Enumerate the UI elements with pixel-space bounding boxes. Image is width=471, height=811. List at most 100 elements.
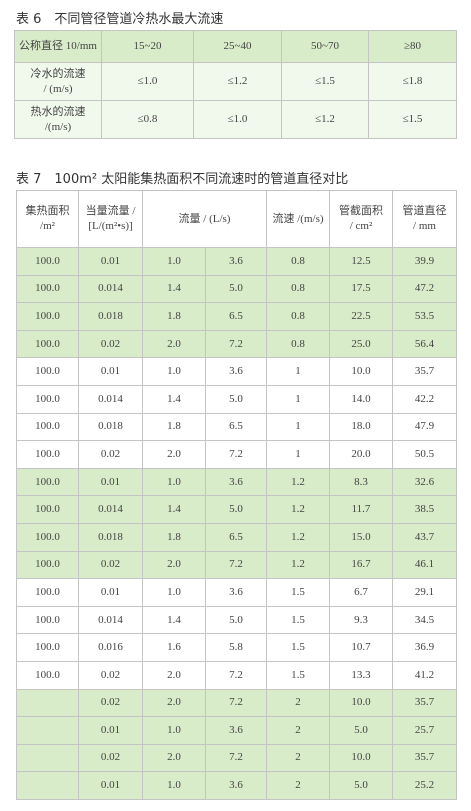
cell: 46.1 bbox=[392, 550, 458, 580]
cell: 5.8 bbox=[204, 633, 268, 662]
cell: 2 bbox=[266, 771, 331, 800]
cell: 3.6 bbox=[204, 578, 268, 607]
cell: 100.0 bbox=[16, 605, 79, 635]
cell-text: ≤0.8 bbox=[137, 113, 158, 125]
cell: 53.5 bbox=[392, 302, 458, 331]
cell-text: 集热面积 bbox=[25, 205, 70, 217]
cell: 1.0 bbox=[142, 716, 206, 745]
cell: 管道直径 / mm bbox=[392, 190, 458, 248]
cell: 当量流量 / [L/(m²•s)] bbox=[78, 190, 143, 248]
cell: ≤1.2 bbox=[281, 100, 369, 139]
cell: 2 bbox=[266, 743, 331, 773]
cell-text: ≤1.2 bbox=[227, 75, 248, 87]
cell: 0.01 bbox=[78, 771, 143, 800]
cell: 2.0 bbox=[142, 660, 206, 690]
cell: 47.9 bbox=[392, 412, 458, 442]
cell-text: [L/(m²•s)] bbox=[88, 220, 133, 232]
cell: 3.6 bbox=[204, 467, 268, 497]
cell: 15~20 bbox=[101, 30, 194, 63]
cell bbox=[16, 688, 79, 718]
cell: 100.0 bbox=[16, 274, 79, 304]
cell: 6.5 bbox=[204, 412, 268, 442]
cell: 5.0 bbox=[204, 274, 268, 304]
cell: 32.6 bbox=[392, 467, 458, 497]
cell: 5.0 bbox=[329, 771, 394, 800]
cell-text: 冷水的流速 bbox=[30, 67, 86, 80]
cell: 100.0 bbox=[16, 495, 79, 524]
cell: 100.0 bbox=[16, 247, 79, 276]
cell: 0.014 bbox=[78, 274, 143, 304]
cell: 0.018 bbox=[78, 302, 143, 331]
cell: 10.0 bbox=[329, 743, 394, 773]
cell: 5.0 bbox=[329, 716, 394, 745]
row: 100.0 0.014 1.4 5.0 1.2 11.7 38.5 bbox=[16, 495, 458, 524]
cell: 公称直径 10/mm bbox=[14, 30, 102, 63]
cell: ≤1.8 bbox=[368, 62, 457, 101]
header-row: 集热面积/m² 当量流量 / [L/(m²•s)] 流量 / (L/s) 流速 /(m/… bbox=[16, 190, 458, 248]
cell: 1.2 bbox=[266, 495, 331, 524]
cell: 7.2 bbox=[204, 743, 268, 773]
cell-text: /m² bbox=[40, 220, 55, 232]
cell: 1.0 bbox=[142, 578, 206, 607]
cell: 100.0 bbox=[16, 329, 79, 359]
cell: 10.7 bbox=[329, 633, 394, 662]
cell: 100.0 bbox=[16, 522, 79, 552]
cell-text: / mm bbox=[413, 220, 436, 232]
cell: 17.5 bbox=[329, 274, 394, 304]
cell: 0.02 bbox=[78, 688, 143, 718]
row: 0.01 1.0 3.6 2 5.0 25.2 bbox=[16, 771, 458, 800]
cell: 1.0 bbox=[142, 467, 206, 497]
cell: 100.0 bbox=[16, 633, 79, 662]
cell: 43.7 bbox=[392, 522, 458, 552]
cell: 流量 / (L/s) bbox=[141, 190, 268, 248]
row: 100.0 0.016 1.6 5.8 1.5 10.7 36.9 bbox=[16, 633, 458, 662]
cell: 38.5 bbox=[392, 495, 458, 524]
row: 100.0 0.018 1.8 6.5 1 18.0 47.9 bbox=[16, 412, 458, 442]
cell: ≤1.5 bbox=[281, 62, 369, 101]
cell: 1.8 bbox=[142, 412, 206, 442]
cell: 0.8 bbox=[266, 302, 331, 331]
table: 公称直径 10/mm 15~20 25~40 50~70 ≥80 冷水的流速 / (m/s)… bbox=[14, 30, 457, 139]
cell: 13.3 bbox=[329, 660, 394, 690]
cell: 0.8 bbox=[266, 274, 331, 304]
cell: 3.6 bbox=[204, 771, 268, 800]
cell: 3.6 bbox=[204, 247, 268, 276]
cell: 1.0 bbox=[142, 357, 206, 386]
row: 100.0 0.018 1.8 6.5 0.8 22.5 53.5 bbox=[16, 302, 458, 331]
cell: 35.7 bbox=[392, 688, 458, 718]
cell: 100.0 bbox=[16, 660, 79, 690]
cell: 41.2 bbox=[392, 660, 458, 690]
cell: 50.5 bbox=[392, 440, 458, 469]
row: 100.0 0.014 1.4 5.0 1 14.0 42.2 bbox=[16, 384, 458, 414]
row: 100.0 0.02 2.0 7.2 0.8 25.0 56.4 bbox=[16, 329, 458, 359]
cell: 7.2 bbox=[204, 329, 268, 359]
cell: 1.5 bbox=[266, 660, 331, 690]
cell: 56.4 bbox=[392, 329, 458, 359]
cell-text: 流速 /(m/s) bbox=[272, 212, 324, 225]
cell: 1 bbox=[266, 357, 331, 386]
cell: 35.7 bbox=[392, 357, 458, 386]
cell: 7.2 bbox=[204, 688, 268, 718]
cell: 0.8 bbox=[266, 247, 331, 276]
cell: 2 bbox=[266, 716, 331, 745]
cell-text: ≤1.0 bbox=[137, 75, 158, 87]
cell-text: 15~20 bbox=[133, 40, 162, 52]
cell: 20.0 bbox=[329, 440, 394, 469]
cell: 1 bbox=[266, 412, 331, 442]
cell: 1.8 bbox=[142, 302, 206, 331]
cell: 0.02 bbox=[78, 329, 143, 359]
cell: 1.2 bbox=[266, 522, 331, 552]
cell: 0.014 bbox=[78, 384, 143, 414]
cell: 11.7 bbox=[329, 495, 394, 524]
cell: 1.5 bbox=[266, 578, 331, 607]
cell: 0.01 bbox=[78, 357, 143, 386]
cell: 1.0 bbox=[142, 247, 206, 276]
cell: 1.4 bbox=[142, 605, 206, 635]
cell-text: 流量 / (L/s) bbox=[178, 212, 231, 225]
row: 热水的流速 /(m/s) ≤0.8 ≤1.0 ≤1.2 ≤1.5 bbox=[14, 100, 457, 139]
cell: 1.2 bbox=[266, 550, 331, 580]
row: 100.0 0.02 2.0 7.2 1.2 16.7 46.1 bbox=[16, 550, 458, 580]
cell: 100.0 bbox=[16, 550, 79, 580]
cell: 6.5 bbox=[204, 302, 268, 331]
